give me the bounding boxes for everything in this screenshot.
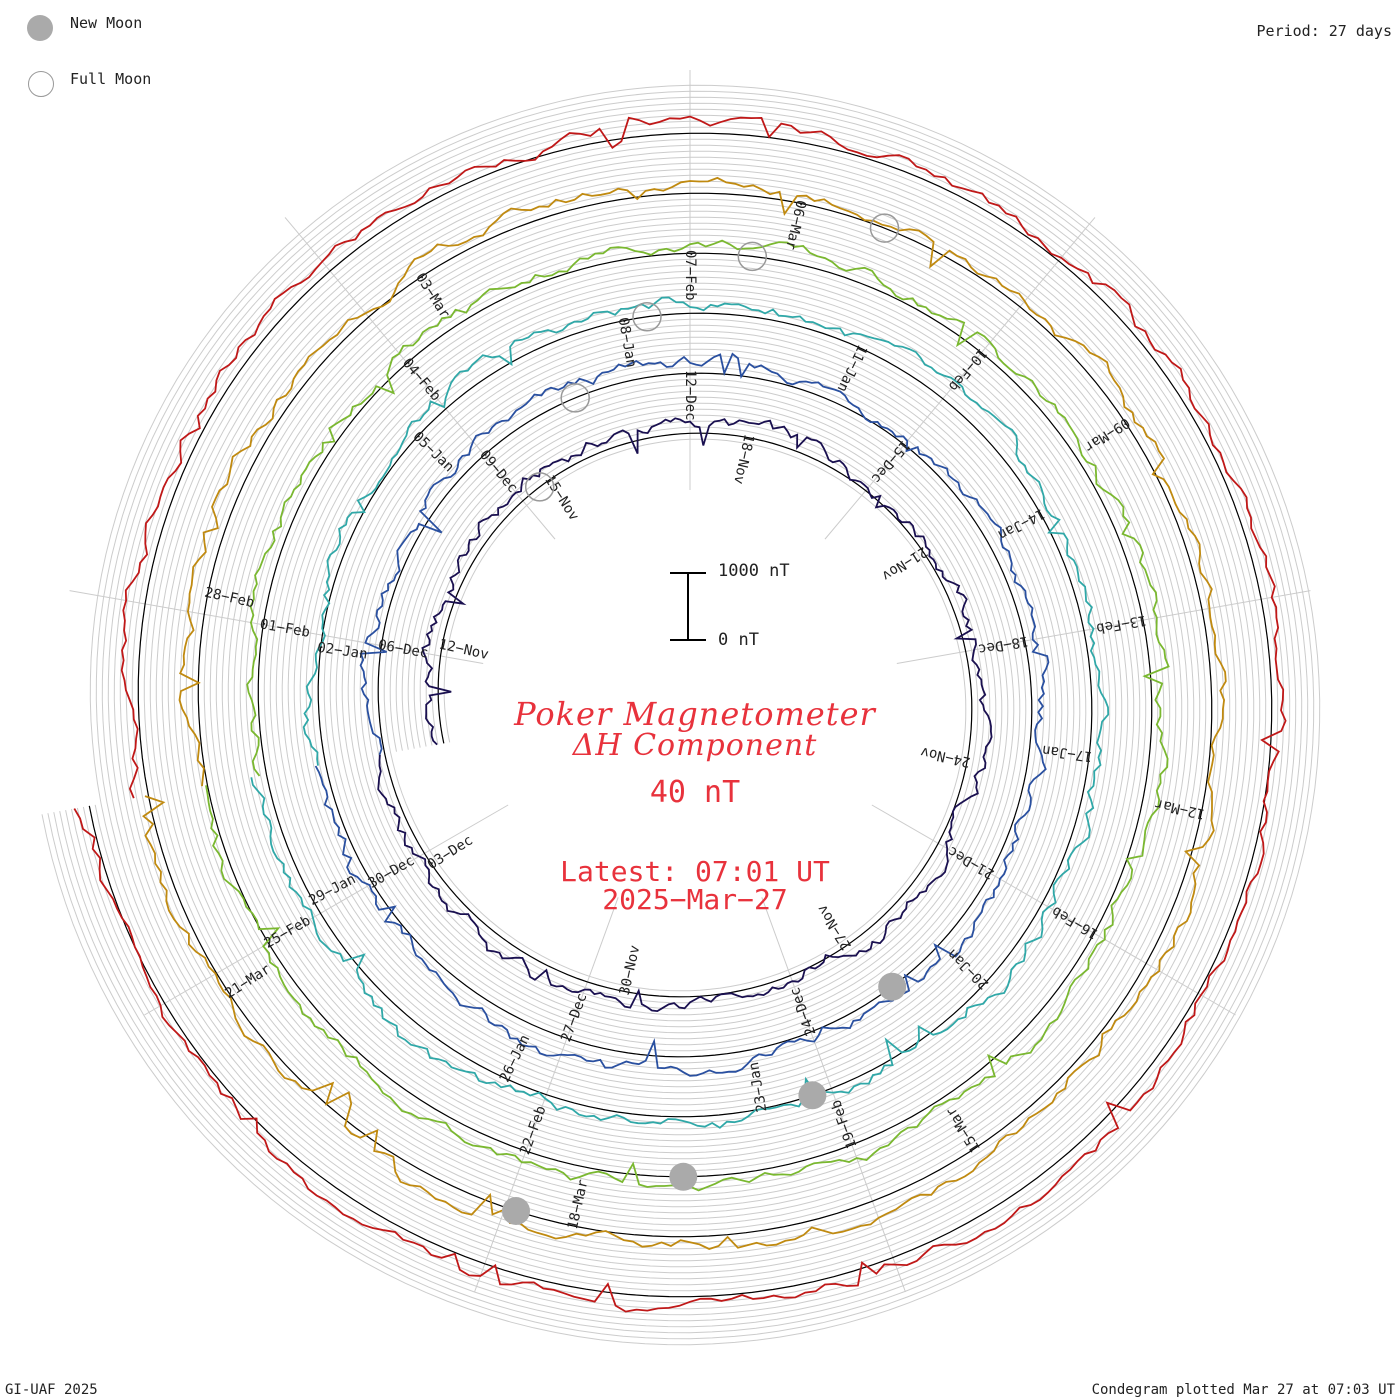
legend-new-moon-label: New Moon <box>70 14 143 32</box>
date-tick-label: 23−Jan <box>746 1061 771 1114</box>
series-line-ring-2 <box>314 352 1050 1077</box>
date-tick-label: 20−Jan <box>945 945 992 992</box>
grid-spoke <box>144 804 509 1016</box>
grid-spiral-line <box>47 90 1315 1340</box>
scale-bar-bottom-label: 0 nT <box>718 630 759 650</box>
new-moon-marker <box>669 1162 698 1191</box>
date-tick-label: 18−Dec <box>977 633 1030 658</box>
full-moon-marker <box>632 302 662 332</box>
period-label: Period: 27 days <box>1256 22 1392 40</box>
chart-title: Poker Magnetometer <box>514 695 876 733</box>
grid-spiral-line <box>76 120 1285 1310</box>
date-tick-label: 09−Dec <box>476 447 521 496</box>
new-moon-marker <box>798 1081 827 1110</box>
grid-spiral-line <box>53 96 1309 1334</box>
legend-full-moon-label: Full Moon <box>70 70 152 88</box>
full-moon-icon <box>28 71 54 97</box>
chart-subtitle: ΔH Component <box>572 728 818 763</box>
date-tick-label: 30−Nov <box>617 944 644 997</box>
grid-spoke <box>824 217 1096 540</box>
footer-credit: GI-UAF 2025 <box>5 1382 98 1398</box>
grid-spiral-line <box>59 102 1303 1328</box>
full-moon-marker <box>560 383 590 413</box>
grid-spiral-line <box>94 138 1267 1292</box>
grid-spiral-line <box>41 84 1321 1346</box>
date-tick-label: 21−Nov <box>879 543 930 584</box>
series-line-ring-3 <box>250 296 1110 1129</box>
grid-spoke <box>761 897 906 1293</box>
date-tick-label: 07−Feb <box>682 250 698 301</box>
date-tick-label: 01−Feb <box>259 616 312 641</box>
date-tick-label: 12−Dec <box>682 370 698 421</box>
new-moon-icon <box>27 15 53 41</box>
new-moon-marker <box>878 972 907 1001</box>
date-tick-label: 11−Jan <box>834 342 871 394</box>
grid-spiral-line <box>65 108 1297 1322</box>
latest-date: 2025−Mar−27 <box>602 883 788 916</box>
baseline-spiral <box>88 132 1273 1298</box>
series-line-ring-1 <box>377 417 993 1013</box>
date-tick-label: 06−Dec <box>377 637 430 662</box>
date-tick-label: 18−Nov <box>730 433 757 486</box>
new-moon-marker <box>502 1197 530 1225</box>
series-line-ring-4 <box>205 239 1170 1192</box>
full-moon-marker <box>524 472 555 502</box>
grid-spoke <box>871 804 1236 1016</box>
date-tick-label: 02−Jan <box>316 640 368 663</box>
latest-time: Latest: 07:01 UT <box>560 855 830 888</box>
date-tick-label: 17−Jan <box>1041 742 1093 765</box>
date-tick-label: 05−Jan <box>409 429 456 476</box>
footer-plot-time: Condegram plotted Mar 27 at 07:03 UT <box>1091 1382 1395 1398</box>
full-moon-marker <box>869 213 900 243</box>
date-tick-label: 12−Nov <box>437 637 490 664</box>
grid-spoke <box>69 590 484 665</box>
date-tick-label: 13−Feb <box>1095 612 1148 637</box>
full-moon-marker <box>737 241 768 272</box>
scale-bar-top-label: 1000 nT <box>718 561 790 581</box>
grid-spiral-line <box>71 114 1291 1316</box>
series-line-ring-6 <box>73 115 1287 1313</box>
baseline-value: 40 nT <box>649 775 741 810</box>
date-tick-label: 26−Jan <box>497 1032 534 1084</box>
grid-spiral-line <box>82 126 1279 1304</box>
